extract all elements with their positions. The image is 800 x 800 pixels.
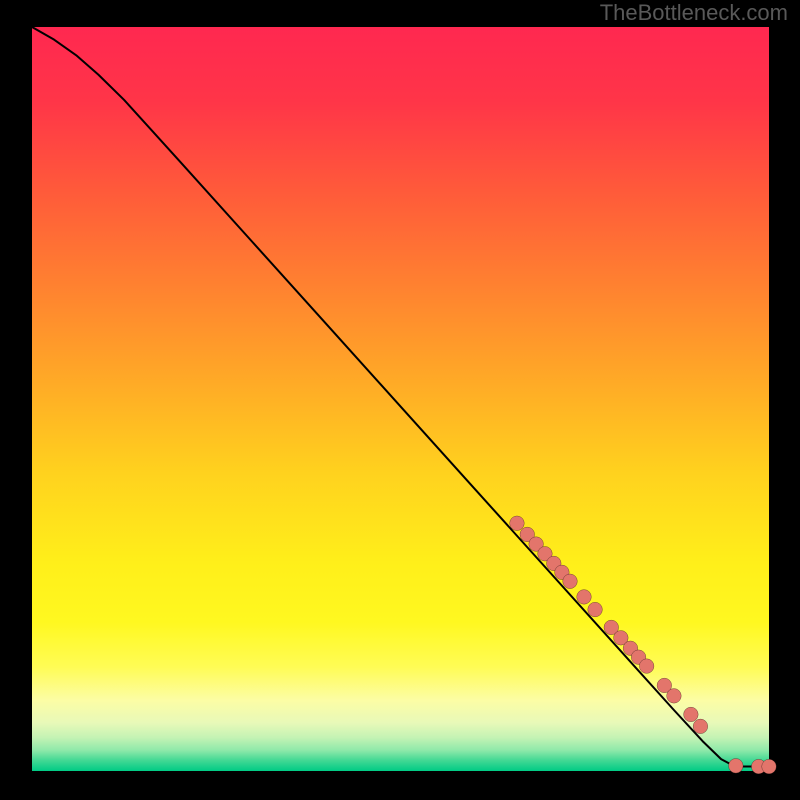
data-markers: [510, 516, 777, 774]
data-marker: [510, 516, 525, 531]
data-marker: [639, 659, 654, 674]
plot-area: [32, 27, 769, 771]
data-marker: [588, 602, 603, 617]
data-marker: [577, 590, 592, 605]
data-marker: [693, 719, 708, 734]
bottleneck-curve: [32, 27, 769, 767]
watermark-text: TheBottleneck.com: [600, 0, 788, 26]
curve-layer: [32, 27, 769, 771]
data-marker: [729, 758, 744, 773]
chart-stage: TheBottleneck.com: [0, 0, 800, 800]
data-marker: [762, 759, 777, 774]
data-marker: [667, 689, 682, 704]
data-marker: [684, 707, 699, 722]
data-marker: [563, 574, 578, 589]
